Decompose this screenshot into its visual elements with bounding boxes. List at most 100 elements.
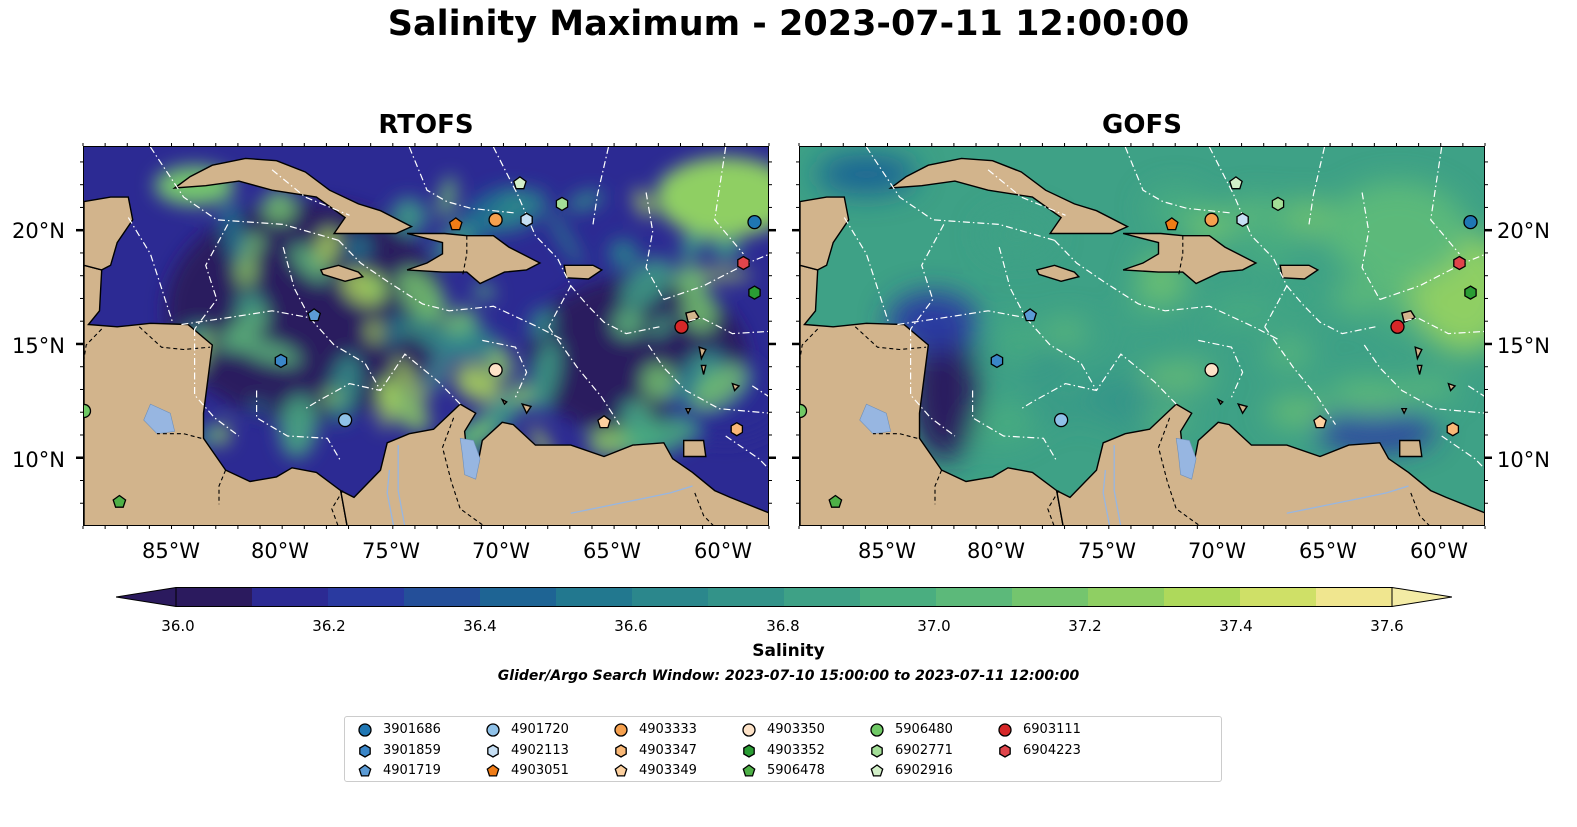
circle-marker-icon xyxy=(614,723,628,737)
platform-marker-4902113 xyxy=(520,212,533,228)
circle-marker-icon xyxy=(486,723,500,737)
legend-item-label: 4901720 xyxy=(511,722,569,737)
platform-marker-4901719 xyxy=(307,308,322,322)
rtofs-lat-label-10n: 10°N xyxy=(12,448,65,472)
pentagon-marker-icon xyxy=(614,764,628,777)
legend-item-label: 4903349 xyxy=(639,763,697,778)
legend-item-label: 4903347 xyxy=(639,742,697,758)
legend-item-label: 4901719 xyxy=(383,763,441,778)
platform-marker-3901859 xyxy=(274,353,288,369)
rtofs-lon-label-65w: 65°W xyxy=(583,539,641,563)
platform-marker-4903352 xyxy=(748,285,761,300)
circle-marker-icon xyxy=(742,723,756,737)
pentagon-marker-icon xyxy=(486,764,500,777)
circle-marker-icon xyxy=(870,723,884,737)
gofs-lat-label-20n: 20°N xyxy=(1497,219,1550,243)
hexagon-marker-icon xyxy=(871,743,883,758)
legend-item-label: 4903352 xyxy=(767,742,825,758)
legend-item-label: 4903051 xyxy=(511,763,569,778)
platform-marker-4901720 xyxy=(337,412,353,428)
colorbar-tick-label: 37.6 xyxy=(1370,617,1404,635)
legend-item-label: 6903111 xyxy=(1023,722,1081,737)
colorbar-tick-label: 37.4 xyxy=(1219,617,1253,635)
rtofs-lon-label-80w: 80°W xyxy=(251,539,309,563)
gofs-lat-label-10n: 10°N xyxy=(1497,448,1550,472)
rtofs-lon-label-85w: 85°W xyxy=(142,539,200,563)
hexagon-marker-icon xyxy=(615,743,627,758)
rtofs-lat-label-15n: 15°N xyxy=(12,334,65,358)
platform-marker-4903347 xyxy=(1446,421,1460,437)
platform-marker-3901686 xyxy=(747,214,762,230)
hexagon-marker-icon xyxy=(743,743,755,758)
platform-marker-4903350 xyxy=(488,362,503,378)
platform-marker-4903051 xyxy=(448,217,463,231)
platform-marker-4903333 xyxy=(1204,212,1219,227)
platform-marker-3901859 xyxy=(990,353,1004,369)
platform-marker-5906478 xyxy=(828,494,843,508)
legend-item-label: 5906478 xyxy=(767,763,825,778)
platform-marker-5906480 xyxy=(800,403,808,419)
hexagon-marker-icon xyxy=(999,743,1011,758)
colorbar-label: Salinity xyxy=(752,641,825,661)
gofs-lon-label-85w: 85°W xyxy=(858,539,916,563)
colorbar-tick-label: 37.2 xyxy=(1068,617,1102,635)
rtofs-lon-label-60w: 60°W xyxy=(694,539,752,563)
platform-marker-6902916 xyxy=(1229,176,1243,190)
platform-marker-6904223 xyxy=(1453,255,1466,271)
platform-marker-6902771 xyxy=(1271,196,1285,212)
platform-marker-4903349 xyxy=(597,414,611,429)
colorbar-tick-label: 36.4 xyxy=(463,617,497,635)
gofs-lon-label-65w: 65°W xyxy=(1299,539,1357,563)
gofs-lon-label-60w: 60°W xyxy=(1410,539,1468,563)
search-window-caption: Glider/Argo Search Window: 2023-07-10 15… xyxy=(497,668,1080,684)
platform-marker-4903347 xyxy=(730,421,744,437)
rtofs-lon-label-75w: 75°W xyxy=(362,539,420,563)
rtofs-panel-title: RTOFS xyxy=(378,110,474,140)
legend-item-label: 5906480 xyxy=(895,722,953,737)
gofs-lon-label-80w: 80°W xyxy=(967,539,1025,563)
gofs-lon-label-70w: 70°W xyxy=(1188,539,1246,563)
platform-marker-6902771 xyxy=(555,196,569,212)
legend: 3901686 3901859 4901719 4901720 4902113 49030… xyxy=(344,716,1222,782)
colorbar-tick-label: 36.0 xyxy=(161,617,195,635)
platform-marker-6904223 xyxy=(737,255,750,271)
colorbar-tick-label: 36.8 xyxy=(766,617,800,635)
gofs-lon-label-75w: 75°W xyxy=(1078,539,1136,563)
legend-item-label: 4903350 xyxy=(767,722,825,737)
colorbar-gradient xyxy=(115,586,1453,608)
platform-marker-4903333 xyxy=(488,212,503,227)
pentagon-marker-icon xyxy=(870,764,884,777)
gofs-map xyxy=(799,146,1485,526)
legend-item-label: 3901859 xyxy=(383,742,441,758)
platform-marker-4901719 xyxy=(1023,308,1038,322)
platform-marker-4903350 xyxy=(1204,362,1219,378)
platform-marker-3901686 xyxy=(1463,214,1478,230)
circle-marker-icon xyxy=(998,723,1012,737)
gofs-lat-label-15n: 15°N xyxy=(1497,334,1550,358)
gofs-map-canvas xyxy=(800,147,1484,525)
rtofs-lat-label-20n: 20°N xyxy=(12,219,65,243)
colorbar xyxy=(115,586,1453,608)
circle-marker-icon xyxy=(358,723,372,737)
platform-marker-4903349 xyxy=(1313,414,1327,429)
colorbar-tick-label: 36.6 xyxy=(614,617,648,635)
colorbar-tick-label: 36.2 xyxy=(312,617,346,635)
rtofs-lon-label-70w: 70°W xyxy=(472,539,530,563)
legend-item-label: 6902771 xyxy=(895,742,953,758)
pentagon-marker-icon xyxy=(742,764,756,777)
rtofs-map-canvas xyxy=(84,147,768,525)
legend-item-label: 6902916 xyxy=(895,763,953,778)
platform-marker-5906478 xyxy=(112,494,127,508)
platform-marker-4901720 xyxy=(1053,412,1069,428)
platform-marker-6902916 xyxy=(513,176,527,190)
platform-marker-4902113 xyxy=(1236,212,1249,228)
hexagon-marker-icon xyxy=(359,743,371,758)
pentagon-marker-icon xyxy=(358,764,372,777)
hexagon-marker-icon xyxy=(487,743,499,758)
platform-marker-4903352 xyxy=(1464,285,1477,300)
platform-marker-6903111 xyxy=(1390,319,1405,334)
chart-title: Salinity Maximum - 2023-07-11 12:00:00 xyxy=(387,4,1190,44)
legend-item-label: 4903333 xyxy=(639,722,697,737)
platform-marker-4903051 xyxy=(1164,217,1179,231)
